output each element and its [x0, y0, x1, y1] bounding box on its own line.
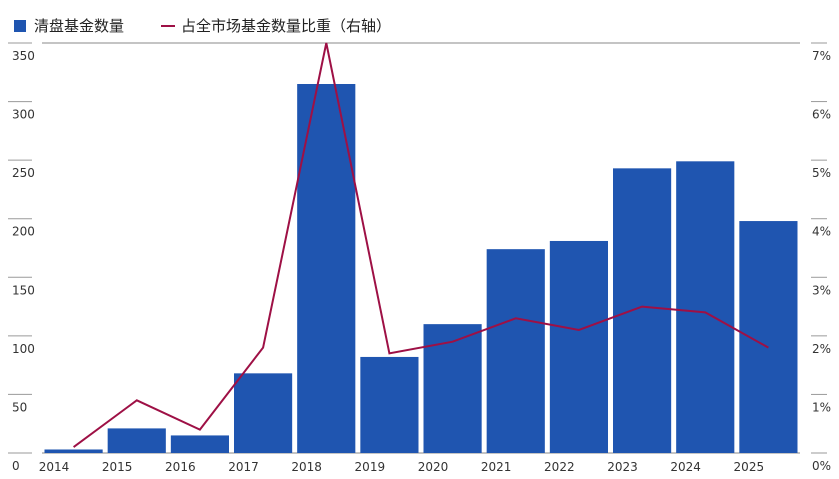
left-axis-tick-label: 250 — [12, 166, 35, 180]
bar — [549, 240, 608, 453]
bar — [297, 84, 356, 453]
right-axis-tick-label: 0% — [812, 459, 831, 473]
bars — [44, 84, 798, 454]
bar — [486, 249, 545, 453]
legend-line-label: 占全市场基金数量比重（右轴） — [181, 17, 391, 35]
bar — [170, 435, 229, 453]
legend-bar-swatch — [14, 20, 26, 32]
right-axis-tick-label: 2% — [812, 342, 831, 356]
x-axis-tick-label: 2024 — [670, 460, 701, 474]
left-axis-tick-label: 200 — [12, 225, 35, 239]
x-axis-tick-label: 2014 — [39, 460, 70, 474]
legend-bar-label: 清盘基金数量 — [34, 17, 124, 35]
x-axis-tick-label: 2019 — [355, 460, 386, 474]
bar — [360, 356, 419, 453]
x-axis-tick-label: 2022 — [544, 460, 575, 474]
axes — [8, 42, 827, 454]
bar — [234, 373, 293, 453]
right-axis-tick-label: 5% — [812, 166, 831, 180]
right-axis-tick-label: 1% — [812, 400, 831, 414]
right-axis-tick-label: 6% — [812, 108, 831, 122]
bar — [423, 324, 482, 453]
bar — [107, 428, 166, 453]
ratio-line — [73, 42, 769, 448]
legend: 清盘基金数量 占全市场基金数量比重（右轴） — [14, 17, 391, 35]
x-axis-tick-label: 2015 — [102, 460, 133, 474]
right-axis-tick-label: 3% — [812, 283, 831, 297]
x-axis-tick-label: 2021 — [481, 460, 512, 474]
left-axis-tick-label: 0 — [12, 459, 20, 473]
bar — [613, 168, 672, 454]
left-axis-tick-label: 50 — [12, 400, 27, 414]
right-axis-tick-label: 4% — [812, 225, 831, 239]
left-axis-tick-label: 350 — [12, 49, 35, 63]
ratio-line-path — [73, 42, 769, 448]
left-axis-tick-label: 100 — [12, 342, 35, 356]
x-axis-tick-label: 2025 — [734, 460, 765, 474]
tick-labels: 0 50 100 150 200 250 300 350 0% 1% 2% 3% 4% 5% 6% 7% 201… — [12, 49, 831, 474]
x-axis-tick-label: 2018 — [291, 460, 322, 474]
x-axis-tick-label: 2017 — [228, 460, 259, 474]
right-axis-tick-label: 7% — [812, 49, 831, 63]
x-axis-tick-label: 2016 — [165, 460, 196, 474]
left-axis-tick-label: 300 — [12, 108, 35, 122]
x-axis-tick-label: 2020 — [418, 460, 449, 474]
x-axis-tick-label: 2023 — [607, 460, 638, 474]
bar — [44, 449, 103, 453]
bar — [676, 161, 735, 454]
left-axis-tick-label: 150 — [12, 283, 35, 297]
